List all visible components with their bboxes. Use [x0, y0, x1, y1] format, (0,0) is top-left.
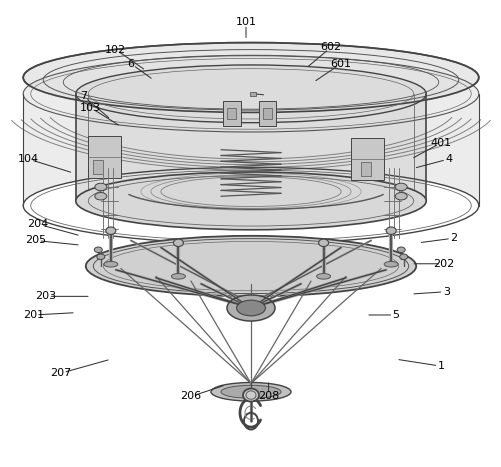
- Bar: [227, 108, 236, 120]
- Ellipse shape: [394, 183, 406, 191]
- Ellipse shape: [95, 183, 107, 191]
- Bar: [350, 138, 383, 180]
- Text: 207: 207: [50, 368, 71, 378]
- Ellipse shape: [173, 239, 183, 247]
- Text: 5: 5: [392, 310, 399, 320]
- Ellipse shape: [104, 262, 118, 267]
- Text: 206: 206: [180, 391, 201, 402]
- Ellipse shape: [242, 389, 259, 402]
- Ellipse shape: [23, 42, 478, 113]
- Text: 204: 204: [28, 219, 49, 229]
- Ellipse shape: [220, 385, 281, 398]
- Text: 103: 103: [80, 103, 101, 113]
- Ellipse shape: [383, 262, 397, 267]
- Text: 2: 2: [449, 233, 456, 243]
- Ellipse shape: [94, 247, 102, 253]
- Ellipse shape: [97, 254, 105, 260]
- Text: 7: 7: [80, 91, 87, 101]
- Text: 401: 401: [430, 138, 451, 148]
- Text: 208: 208: [258, 391, 279, 402]
- Ellipse shape: [318, 239, 328, 247]
- Polygon shape: [23, 56, 478, 205]
- Ellipse shape: [210, 382, 291, 401]
- Text: 203: 203: [35, 291, 56, 301]
- Ellipse shape: [171, 274, 185, 279]
- Text: 201: 201: [23, 310, 44, 320]
- Text: 1: 1: [437, 361, 444, 371]
- Bar: [258, 101, 276, 127]
- Text: 6: 6: [127, 58, 134, 69]
- Ellipse shape: [396, 247, 404, 253]
- Text: 104: 104: [18, 154, 39, 164]
- Text: 4: 4: [444, 154, 451, 164]
- Bar: [88, 136, 121, 177]
- Bar: [223, 101, 240, 127]
- Bar: [249, 92, 256, 96]
- Ellipse shape: [385, 227, 395, 234]
- Ellipse shape: [86, 236, 415, 297]
- Ellipse shape: [316, 274, 330, 279]
- Text: 102: 102: [105, 44, 126, 55]
- Ellipse shape: [76, 172, 425, 230]
- Ellipse shape: [226, 295, 275, 321]
- Ellipse shape: [236, 300, 265, 316]
- Text: 202: 202: [432, 259, 453, 269]
- Text: 602: 602: [320, 42, 341, 52]
- Text: 3: 3: [442, 287, 449, 297]
- Bar: [262, 108, 271, 120]
- Ellipse shape: [95, 192, 107, 200]
- Text: 101: 101: [235, 17, 256, 27]
- Polygon shape: [76, 65, 425, 201]
- Ellipse shape: [394, 192, 406, 200]
- Bar: [93, 160, 103, 174]
- Text: 601: 601: [330, 58, 351, 69]
- Ellipse shape: [399, 254, 407, 260]
- Bar: [360, 162, 370, 176]
- Text: 205: 205: [25, 235, 46, 246]
- Ellipse shape: [106, 227, 116, 234]
